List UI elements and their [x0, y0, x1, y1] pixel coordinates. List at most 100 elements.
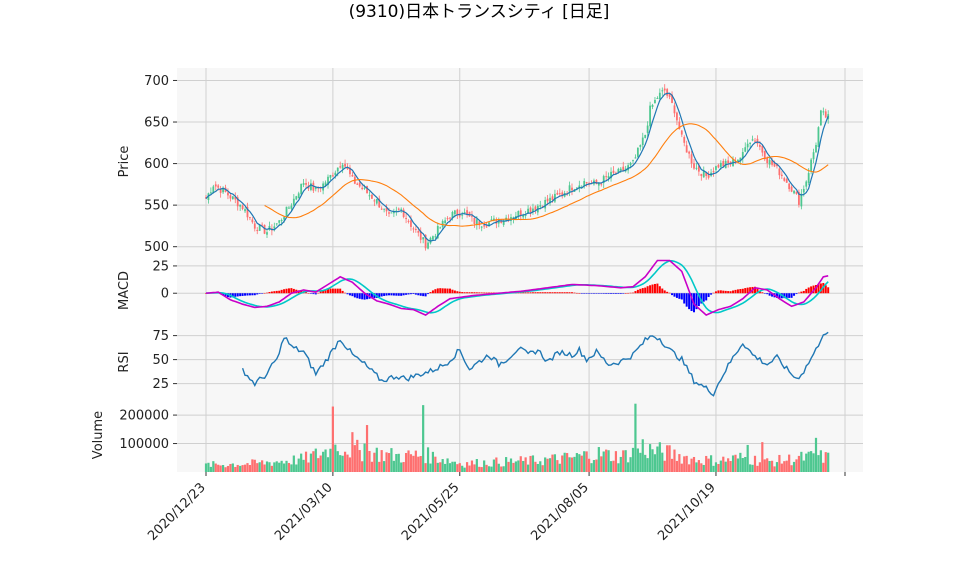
- macd-hist-bar: [458, 291, 461, 294]
- macd-hist-bar: [273, 291, 276, 294]
- macd-hist-bar: [409, 293, 412, 295]
- volume-bar: [243, 464, 247, 472]
- price-ytick-label-4: 700: [144, 74, 169, 89]
- volume-bar: [641, 439, 644, 472]
- macd-hist-bar: [749, 287, 752, 294]
- macd-hist-bar: [424, 293, 427, 297]
- volume-bar: [573, 456, 576, 472]
- volume-bar: [400, 462, 403, 472]
- macd-hist-bar: [727, 291, 730, 294]
- volume-bar: [666, 445, 669, 472]
- candle-body: [434, 236, 437, 238]
- candle-body: [497, 220, 500, 224]
- volume-bar: [622, 450, 625, 472]
- volume-bar: [512, 462, 515, 472]
- macd-hist-bar: [480, 292, 483, 294]
- macd-hist-bar: [400, 293, 403, 296]
- price-panel: 500 550 600 650 700 Price: [117, 68, 863, 255]
- macd-hist-bar: [419, 293, 422, 296]
- candle-body: [378, 198, 381, 208]
- volume-bar: [734, 454, 737, 472]
- volume-bar: [617, 463, 620, 472]
- macd-hist-bar: [441, 288, 444, 294]
- macd-hist-bar: [705, 293, 708, 301]
- volume-bar: [597, 447, 600, 472]
- macd-hist-bar: [710, 293, 713, 295]
- volume-bar: [492, 459, 496, 472]
- macd-hist-bar: [392, 293, 395, 296]
- macd-hist-bar: [353, 293, 356, 298]
- macd-hist-bar: [407, 293, 410, 295]
- macd-hist-bar: [732, 290, 735, 294]
- candle-body: [444, 220, 447, 224]
- macd-hist-bar: [395, 293, 398, 296]
- candle-body: [807, 173, 810, 183]
- volume-bar: [612, 460, 615, 472]
- volume-bar: [309, 453, 313, 472]
- candle-body: [524, 214, 527, 216]
- candle-body: [446, 218, 449, 220]
- candle-body: [383, 208, 386, 210]
- macd-hist-bar: [434, 289, 437, 294]
- candle-body: [456, 209, 459, 216]
- candle-body: [397, 208, 400, 210]
- macd-hist-bar: [305, 292, 308, 294]
- candle-body: [741, 151, 744, 159]
- volume-bar: [780, 463, 783, 472]
- candle-body: [468, 211, 471, 217]
- price-panel-background: [177, 68, 863, 255]
- macd-hist-bar: [617, 293, 620, 294]
- macd-hist-bar: [590, 293, 593, 294]
- macd-ylabel: MACD: [117, 271, 132, 310]
- volume-bar: [448, 463, 452, 472]
- candle-body: [490, 219, 493, 221]
- macd-hist-bar: [812, 285, 815, 294]
- macd-hist-bar: [595, 293, 598, 294]
- volume-bar: [322, 451, 325, 472]
- volume-bar: [490, 466, 493, 472]
- volume-bar: [253, 459, 256, 472]
- volume-bar: [383, 461, 386, 472]
- candle-body: [361, 187, 364, 190]
- volume-bar: [805, 453, 808, 472]
- candle-body: [417, 231, 420, 233]
- volume-bar: [766, 458, 769, 472]
- macd-hist-bar: [522, 292, 525, 294]
- macd-hist-bar: [802, 290, 805, 294]
- volume-bar: [651, 449, 654, 472]
- macd-hist-bar: [551, 292, 554, 294]
- candle-body: [534, 206, 537, 211]
- volume-bar: [444, 463, 447, 472]
- candle-body: [249, 217, 251, 219]
- volume-bar: [229, 463, 232, 472]
- volume-bar: [226, 465, 230, 472]
- volume-bar: [258, 462, 261, 472]
- volume-bar: [741, 458, 744, 472]
- volume-bar: [339, 455, 342, 472]
- volume-bar: [370, 461, 374, 472]
- candle-body: [275, 223, 278, 225]
- rsi-ytick-label-2: 75: [152, 329, 169, 344]
- macd-hist-bar: [556, 292, 559, 294]
- macd-hist-bar: [414, 293, 417, 295]
- macd-hist-bar: [519, 292, 522, 294]
- macd-hist-bar: [524, 292, 527, 294]
- macd-hist-bar: [241, 293, 244, 296]
- candle-body: [751, 139, 754, 141]
- candle-body: [766, 157, 769, 164]
- candle-body: [300, 183, 303, 195]
- candle-body: [285, 206, 288, 217]
- volume-bar: [707, 458, 710, 472]
- macd-hist-bar: [485, 292, 488, 294]
- macd-hist-bar: [529, 292, 532, 294]
- volume-bar: [619, 456, 622, 472]
- macd-hist-bar: [544, 292, 547, 294]
- macd-hist-bar: [385, 293, 388, 296]
- chart-title: (9310)日本トランスシティ [日足]: [349, 2, 610, 22]
- candle-body: [483, 225, 486, 227]
- macd-hist-bar: [329, 288, 332, 294]
- volume-bar: [514, 461, 517, 472]
- volume-bar: [397, 453, 400, 472]
- macd-hist-bar: [278, 290, 281, 294]
- volume-bar: [334, 444, 337, 472]
